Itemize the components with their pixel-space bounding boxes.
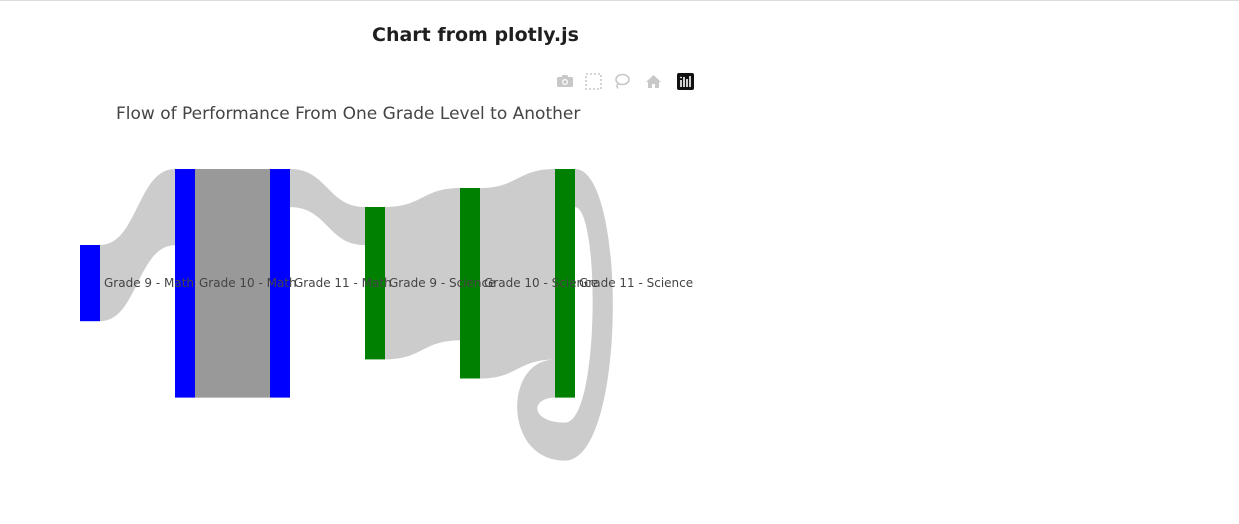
modebar [556,72,704,90]
nodes-layer [80,169,575,398]
sankey-link[interactable] [480,169,555,379]
sankey-node-label: Grade 11 - Science [579,276,693,290]
sankey-link[interactable] [100,169,175,322]
sankey-node[interactable] [460,188,480,379]
sankey-node[interactable] [175,169,195,398]
plotly-logo-icon[interactable] [676,72,694,90]
page-heading: Chart from plotly.js [372,24,579,46]
sankey-link[interactable] [195,169,270,398]
sankey-link[interactable] [517,169,613,461]
sankey-link[interactable] [385,188,460,360]
sankey-node-label: Grade 9 - Science [389,276,496,290]
links-layer [100,169,613,461]
home-icon[interactable] [644,72,662,90]
lasso-icon[interactable] [612,72,630,90]
sankey-node[interactable] [80,245,100,322]
sankey-node-label: Grade 10 - Science [484,276,598,290]
sankey-node-label: Grade 10 - Math [199,276,297,290]
sankey-link[interactable] [290,169,365,246]
sankey-node-label: Grade 11 - Math [294,276,392,290]
camera-icon[interactable] [556,72,574,90]
sankey-node[interactable] [270,169,290,398]
sankey-node-label: Grade 9 - Math [104,276,194,290]
top-divider [0,0,1239,1]
chart-title: Flow of Performance From One Grade Level… [116,104,580,124]
sankey-node[interactable] [365,207,385,360]
sankey-node[interactable] [555,169,575,398]
box-select-icon[interactable] [584,72,602,90]
